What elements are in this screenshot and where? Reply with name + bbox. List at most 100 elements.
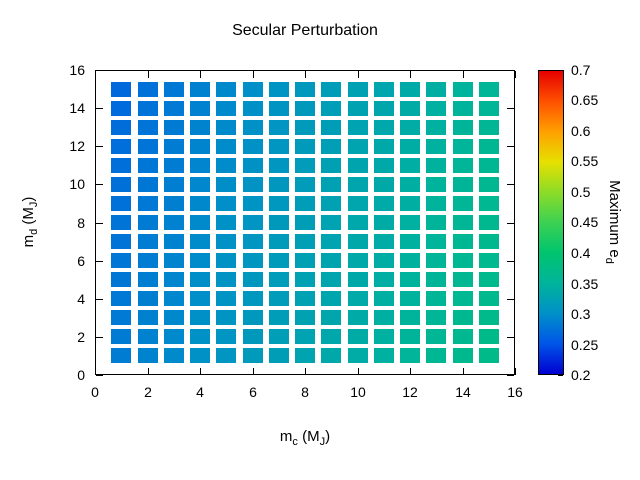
heatmap-cell [348, 82, 368, 97]
heatmap-cell [243, 120, 263, 135]
heatmap-cell [374, 215, 394, 230]
heatmap-cell [216, 291, 236, 306]
heatmap-cell [111, 234, 131, 249]
heatmap-cell [190, 177, 210, 192]
heatmap-cell [426, 82, 446, 97]
y-tick-label: 14 [69, 100, 85, 116]
heatmap-cell [190, 272, 210, 287]
colorbar-tick-label: 0.65 [571, 92, 599, 108]
y-axis-label-unit-sub: J [28, 201, 40, 208]
heatmap-cell [216, 329, 236, 344]
heatmap-cell [138, 158, 158, 173]
heatmap-cell [111, 329, 131, 344]
heatmap-cell [348, 348, 368, 363]
heatmap-cell [269, 291, 289, 306]
heatmap-cell [269, 310, 289, 325]
heatmap-cell [453, 348, 473, 363]
heatmap-cell [138, 348, 158, 363]
heatmap-cell [295, 272, 315, 287]
heatmap-cell [190, 215, 210, 230]
heatmap-cell [164, 120, 184, 135]
heatmap-cell [295, 310, 315, 325]
heatmap-cell [374, 291, 394, 306]
heatmap-cell [453, 329, 473, 344]
heatmap-cell [321, 253, 341, 268]
heatmap-cell [164, 139, 184, 154]
tick-mark [200, 368, 201, 375]
heatmap-cell [426, 291, 446, 306]
heatmap-cell [321, 272, 341, 287]
heatmap-cell [216, 196, 236, 211]
heatmap-cell [138, 82, 158, 97]
tick-mark [507, 261, 514, 262]
tick-mark [463, 71, 464, 78]
heatmap-cell [479, 101, 499, 116]
heatmap-cell [216, 158, 236, 173]
heatmap-cell [295, 291, 315, 306]
heatmap-cell [374, 253, 394, 268]
heatmap-cell [426, 348, 446, 363]
tick-mark [507, 375, 514, 376]
heatmap-cell [479, 253, 499, 268]
tick-mark [96, 261, 103, 262]
heatmap-cell [479, 291, 499, 306]
heatmap-cell [453, 82, 473, 97]
heatmap-cell [269, 253, 289, 268]
heatmap-cell [400, 272, 420, 287]
tick-mark [515, 368, 516, 375]
heatmap-cell [111, 158, 131, 173]
heatmap-cell [453, 272, 473, 287]
heatmap-cell [453, 101, 473, 116]
heatmap-cell [295, 196, 315, 211]
tick-mark [410, 71, 411, 78]
heatmap-cell [295, 82, 315, 97]
heatmap-cell [400, 234, 420, 249]
heatmap-cell [426, 234, 446, 249]
heatmap-cell [295, 215, 315, 230]
heatmap-cell [426, 329, 446, 344]
colorbar-label-sub: d [603, 257, 615, 264]
heatmap-cell [138, 272, 158, 287]
heatmap-cell [216, 253, 236, 268]
heatmap-cell [374, 101, 394, 116]
heatmap-cell [321, 196, 341, 211]
heatmap-cell [243, 253, 263, 268]
heatmap-cell [138, 139, 158, 154]
heatmap-cell [321, 158, 341, 173]
heatmap-cell [374, 120, 394, 135]
tick-mark [507, 337, 514, 338]
heatmap-cell [453, 139, 473, 154]
heatmap-cell [243, 329, 263, 344]
heatmap-cell [111, 291, 131, 306]
tick-mark [96, 184, 103, 185]
heatmap-cell [321, 310, 341, 325]
tick-mark [358, 71, 359, 78]
x-axis-label-sub: c [292, 436, 298, 448]
heatmap-cell [426, 158, 446, 173]
heatmap-cell [164, 272, 184, 287]
heatmap-cell [269, 348, 289, 363]
tick-mark [410, 368, 411, 375]
tick-mark [515, 71, 516, 78]
colorbar-label-text: Maximum e [606, 180, 623, 258]
y-axis-label-base: m [20, 234, 37, 248]
heatmap-cell [111, 215, 131, 230]
heatmap-cell [479, 196, 499, 211]
heatmap-cell [243, 177, 263, 192]
heatmap-cell [164, 158, 184, 173]
tick-mark [95, 368, 96, 375]
heatmap-cell [111, 101, 131, 116]
heatmap-cell [426, 101, 446, 116]
heatmap-cell [216, 139, 236, 154]
heatmap-cell [479, 120, 499, 135]
heatmap-cell [348, 196, 368, 211]
heatmap-cell [453, 158, 473, 173]
heatmap-cell [216, 234, 236, 249]
heatmap-cell [348, 158, 368, 173]
heatmap-cell [111, 253, 131, 268]
tick-mark [96, 146, 103, 147]
heatmap-cell [348, 101, 368, 116]
heatmap-cell [243, 291, 263, 306]
chart-title: Secular Perturbation [232, 22, 378, 39]
heatmap-cell [400, 253, 420, 268]
